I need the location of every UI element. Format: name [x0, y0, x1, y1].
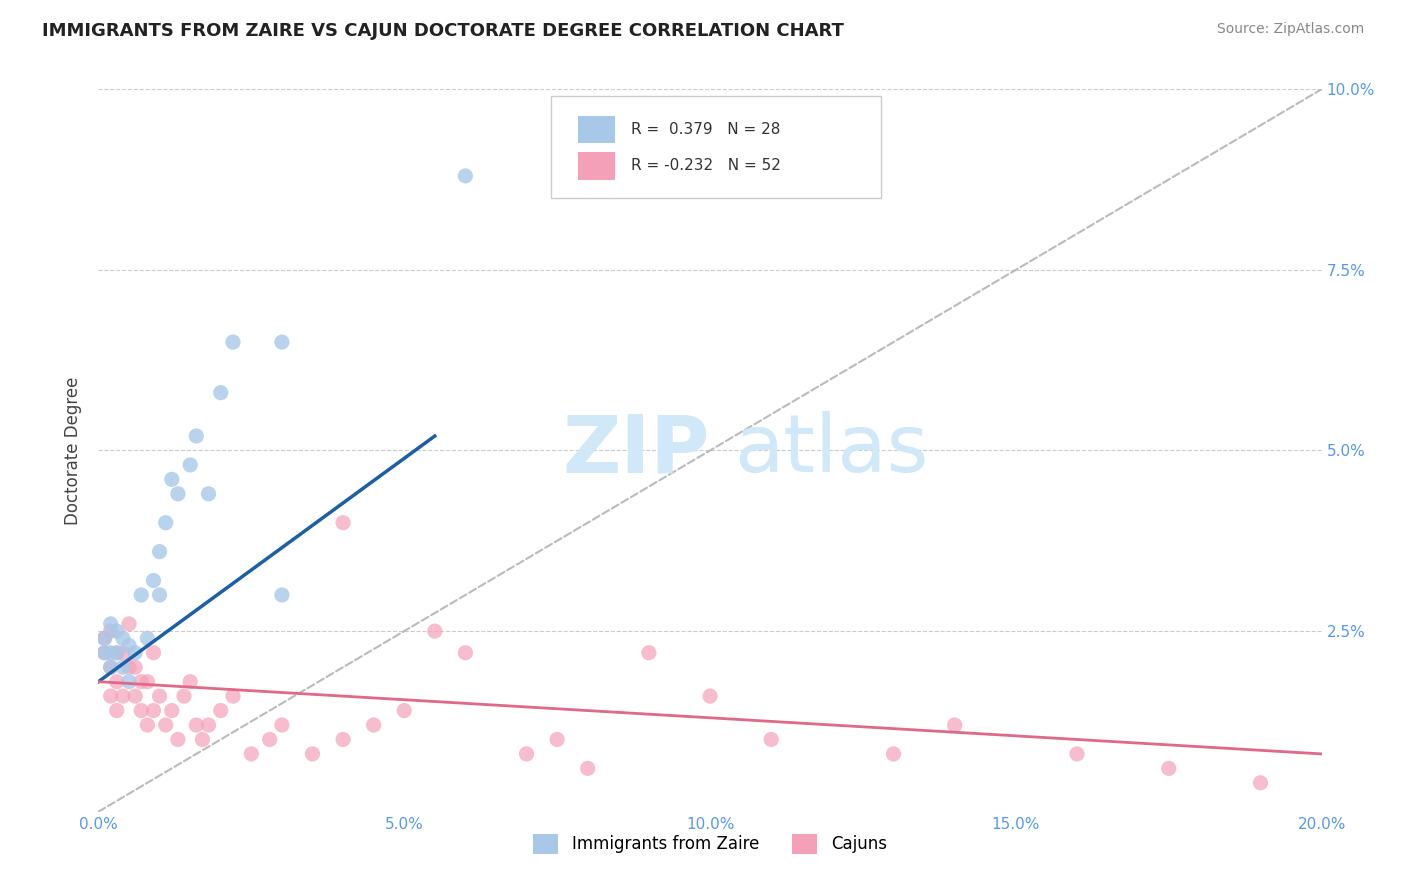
Point	[124, 660, 146, 674]
Point	[160, 704, 183, 718]
Point	[883, 747, 905, 761]
Point	[93, 632, 115, 646]
Point	[129, 704, 152, 718]
Point	[93, 646, 115, 660]
Point	[118, 616, 141, 631]
Point	[160, 472, 183, 486]
Point	[179, 674, 201, 689]
Point	[1249, 776, 1271, 790]
Point	[637, 646, 661, 660]
Point	[136, 718, 159, 732]
Point	[136, 674, 159, 689]
Point	[105, 674, 128, 689]
Point	[943, 718, 966, 732]
Point	[363, 718, 385, 732]
Point	[100, 616, 122, 631]
Point	[259, 732, 281, 747]
Point	[270, 718, 292, 732]
Point	[136, 632, 159, 646]
Y-axis label: Doctorate Degree: Doctorate Degree	[65, 376, 83, 524]
Text: R = -0.232   N = 52: R = -0.232 N = 52	[630, 158, 780, 173]
Point	[142, 646, 165, 660]
Point	[149, 588, 172, 602]
Point	[1066, 747, 1088, 761]
Point	[270, 588, 292, 602]
Point	[332, 732, 354, 747]
Point	[454, 169, 477, 183]
Point	[516, 747, 538, 761]
Point	[105, 624, 128, 639]
Point	[124, 646, 146, 660]
Point	[392, 704, 416, 718]
Text: ZIP: ZIP	[562, 411, 710, 490]
Text: atlas: atlas	[734, 411, 929, 490]
Point	[111, 660, 134, 674]
Point	[100, 660, 122, 674]
Point	[332, 516, 354, 530]
Point	[142, 574, 165, 588]
Point	[118, 660, 141, 674]
Point	[1157, 761, 1180, 775]
Point	[149, 689, 172, 703]
Point	[222, 689, 245, 703]
Bar	[578, 152, 614, 179]
Point	[423, 624, 446, 639]
Point	[222, 334, 245, 349]
Point	[301, 747, 323, 761]
Point	[93, 632, 115, 646]
Point	[129, 588, 152, 602]
Text: IMMIGRANTS FROM ZAIRE VS CAJUN DOCTORATE DEGREE CORRELATION CHART: IMMIGRANTS FROM ZAIRE VS CAJUN DOCTORATE…	[42, 22, 844, 40]
Point	[699, 689, 721, 703]
Point	[167, 732, 190, 747]
FancyBboxPatch shape	[551, 96, 882, 198]
Point	[186, 429, 208, 443]
Point	[209, 704, 232, 718]
Point	[129, 674, 152, 689]
Point	[155, 718, 177, 732]
Point	[173, 689, 195, 703]
Point	[167, 487, 190, 501]
Point	[191, 732, 214, 747]
Point	[149, 544, 172, 558]
Point	[100, 624, 122, 639]
Point	[155, 516, 177, 530]
Point	[209, 385, 232, 400]
Text: Source: ZipAtlas.com: Source: ZipAtlas.com	[1216, 22, 1364, 37]
Legend: Immigrants from Zaire, Cajuns: Immigrants from Zaire, Cajuns	[533, 834, 887, 854]
Point	[105, 646, 128, 660]
Point	[179, 458, 201, 472]
Point	[118, 639, 141, 653]
Point	[105, 704, 128, 718]
Point	[111, 632, 134, 646]
Point	[197, 718, 219, 732]
Point	[93, 646, 115, 660]
Point	[111, 689, 134, 703]
Bar	[578, 116, 614, 144]
Point	[100, 660, 122, 674]
Point	[240, 747, 263, 761]
Point	[111, 646, 134, 660]
Point	[142, 704, 165, 718]
Point	[576, 761, 599, 775]
Point	[270, 334, 292, 349]
Point	[100, 689, 122, 703]
Point	[454, 646, 477, 660]
Point	[759, 732, 782, 747]
Text: R =  0.379   N = 28: R = 0.379 N = 28	[630, 122, 780, 137]
Point	[124, 689, 146, 703]
Point	[100, 646, 122, 660]
Point	[118, 674, 141, 689]
Point	[105, 646, 128, 660]
Point	[546, 732, 568, 747]
Point	[186, 718, 208, 732]
Point	[197, 487, 219, 501]
